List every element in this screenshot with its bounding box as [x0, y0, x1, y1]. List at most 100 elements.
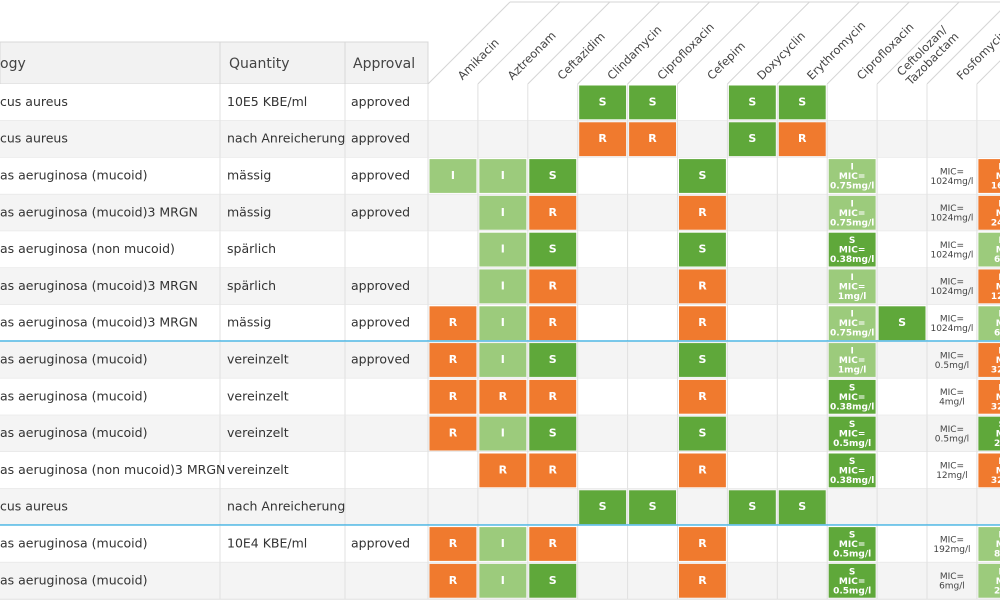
header-diagonal: [577, 1, 661, 85]
result-line: I: [850, 309, 853, 319]
result-line: R: [449, 574, 458, 587]
result-line: MIC=: [839, 356, 865, 366]
result-text: S: [798, 500, 806, 513]
antibiotic-header: Doxycyclin: [754, 29, 808, 83]
result-text: S MIC= 0.5mg/l: [833, 530, 871, 559]
result-line: 192mg/l: [933, 544, 970, 554]
result-cell: [479, 232, 527, 267]
result-line: MI: [996, 356, 1000, 366]
result-text: S MIC= 0.38mg/l: [830, 456, 874, 485]
result-text: S: [798, 95, 806, 108]
result-text: R: [499, 463, 508, 476]
result-text: MIC= 1024mg/l: [930, 314, 973, 334]
result-line: 1024mg/l: [930, 250, 973, 260]
result-line: S: [849, 383, 855, 393]
result-line: R: [449, 353, 458, 366]
result-text: I MIC= 1mg/l: [838, 272, 866, 301]
result-cell: [878, 306, 926, 341]
result-cell: [828, 453, 876, 488]
quantity: vereinzelt: [227, 352, 289, 367]
result-line: MI: [996, 576, 1000, 586]
result-cell: [479, 343, 527, 377]
approval: approved: [351, 352, 410, 367]
result-line: MI: [996, 319, 1000, 329]
result-cell: [429, 306, 477, 341]
result-cell: [728, 85, 776, 120]
result-text: R: [449, 316, 458, 329]
organism: as aeruginosa (mucoid): [0, 425, 147, 440]
result-line: R: [549, 537, 558, 550]
result-cell: [728, 122, 776, 157]
result-line: 32m: [991, 402, 1000, 412]
result-line: I: [501, 316, 505, 329]
quantity: spärlich: [227, 241, 276, 256]
result-line: R: [698, 463, 707, 476]
result-text: MIC= 1024mg/l: [930, 167, 973, 187]
result-line: I: [501, 537, 505, 550]
result-cell: [429, 563, 477, 598]
result-cell: [978, 159, 1000, 193]
result-cell: [828, 195, 876, 230]
result-cell: [679, 379, 726, 414]
result-line: I: [501, 427, 505, 440]
quantity: mässig: [227, 204, 271, 219]
result-line: 16m: [991, 181, 1000, 191]
result-line: 0.38mg/l: [830, 255, 874, 265]
header-diagonal: [627, 1, 710, 85]
result-text: RMI24m: [991, 199, 1000, 228]
result-line: MIC=: [839, 429, 865, 439]
result-cell: [978, 563, 1000, 598]
header-diagonal: [427, 1, 511, 85]
result-line: MIC=: [940, 388, 964, 398]
result-text: R: [549, 390, 558, 403]
result-line: R: [998, 456, 1000, 466]
result-text: S: [898, 316, 906, 329]
result-cell: [778, 122, 826, 157]
result-line: MI: [996, 429, 1000, 439]
result-text: R: [798, 132, 807, 145]
result-line: MIC=: [940, 314, 964, 324]
quantity: nach Anreicherung: [227, 499, 345, 514]
result-line: MIC=: [839, 245, 865, 255]
result-line: 24m: [991, 218, 1000, 228]
result-cell: [828, 269, 876, 304]
result-line: S: [898, 316, 906, 329]
result-cell: [429, 159, 477, 193]
result-line: 2m: [994, 586, 1000, 596]
result-line: R: [698, 279, 707, 292]
result-line: MIC=: [839, 208, 865, 218]
result-text: MIC= 0.5mg/l: [935, 424, 969, 444]
result-cell: [679, 416, 726, 451]
result-text: RMI12m: [991, 272, 1000, 301]
result-line: 0.75mg/l: [830, 181, 874, 191]
column-header[interactable]: Quantity: [229, 56, 290, 72]
organism: as aeruginosa (non mucoid): [0, 241, 175, 256]
column-header[interactable]: Approval: [353, 56, 415, 72]
result-line: 0.5mg/l: [833, 586, 871, 596]
result-cell: [529, 232, 577, 267]
result-text: S: [748, 500, 756, 513]
result-cell: [579, 490, 627, 525]
result-line: I: [850, 272, 853, 282]
approval: approved: [351, 131, 410, 146]
result-line: S: [849, 456, 855, 466]
result-cell: [529, 416, 577, 451]
result-cell: [479, 416, 527, 451]
result-text: I: [501, 206, 505, 219]
result-cell: [429, 416, 477, 451]
column-header[interactable]: ogy: [0, 56, 26, 72]
result-line: MIC=: [940, 351, 964, 361]
result-text: MIC= 4mg/l: [939, 388, 965, 408]
result-line: R: [499, 390, 508, 403]
result-text: R: [549, 316, 558, 329]
result-text: MIC= 1024mg/l: [930, 277, 973, 297]
result-line: MIC=: [839, 172, 865, 182]
result-line: S: [849, 530, 855, 540]
result-line: R: [998, 346, 1000, 356]
result-cell: [529, 379, 577, 414]
result-cell: [529, 453, 577, 488]
result-cell: [529, 343, 577, 377]
organism: as aeruginosa (mucoid): [0, 572, 147, 587]
result-line: MI: [996, 172, 1000, 182]
result-cell: [778, 85, 826, 120]
